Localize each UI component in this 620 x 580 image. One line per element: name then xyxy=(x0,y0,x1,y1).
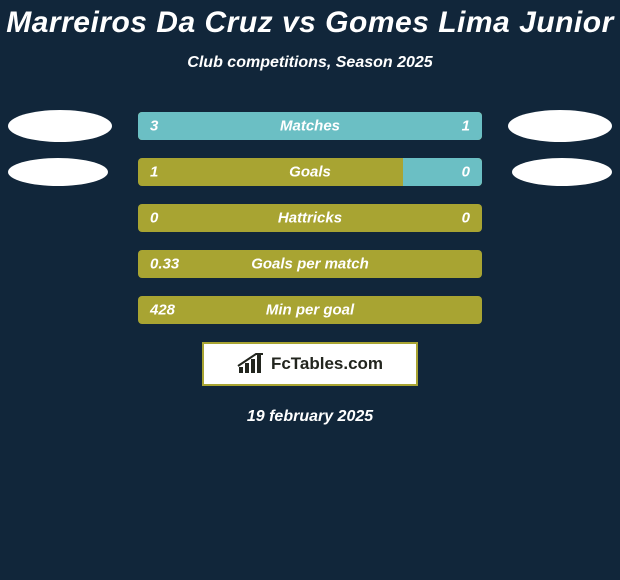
stat-row: 31Matches xyxy=(0,112,620,140)
subtitle: Club competitions, Season 2025 xyxy=(0,54,620,72)
player-avatar-left xyxy=(8,158,108,186)
stat-label: Goals per match xyxy=(138,256,482,273)
logo-text: FcTables.com xyxy=(271,354,383,374)
chart-icon xyxy=(237,353,265,375)
stat-label: Matches xyxy=(138,118,482,135)
comparison-infographic: Marreiros Da Cruz vs Gomes Lima Junior C… xyxy=(0,0,620,580)
stat-label: Hattricks xyxy=(138,210,482,227)
stat-row: 10Goals xyxy=(0,158,620,186)
site-logo: FcTables.com xyxy=(202,342,418,386)
player-avatar-right xyxy=(512,158,612,186)
stat-row: 00Hattricks xyxy=(0,204,620,232)
stat-label: Min per goal xyxy=(138,302,482,319)
stat-label: Goals xyxy=(138,164,482,181)
player-avatar-left xyxy=(8,110,112,142)
footer-date: 19 february 2025 xyxy=(0,408,620,426)
stat-row: 428Min per goal xyxy=(0,296,620,324)
stats-rows: 31Matches 10Goals 00Hattricks 0.33Goals per… xyxy=(0,112,620,324)
stat-row: 0.33Goals per match xyxy=(0,250,620,278)
page-title: Marreiros Da Cruz vs Gomes Lima Junior xyxy=(0,6,620,40)
player-avatar-right xyxy=(508,110,612,142)
